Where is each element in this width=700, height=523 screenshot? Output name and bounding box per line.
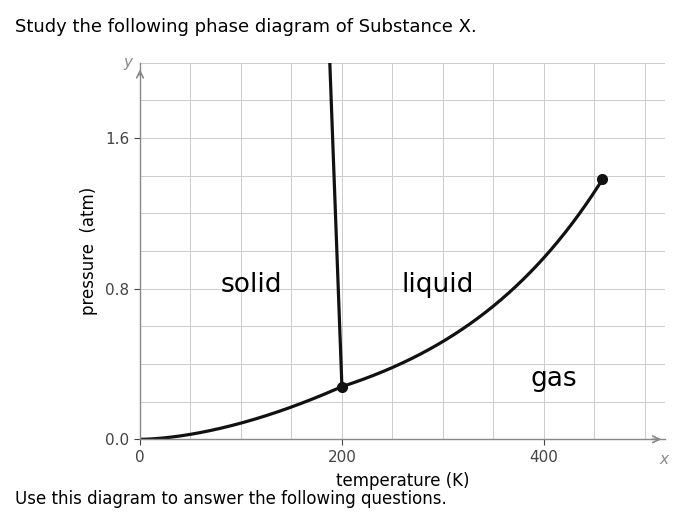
Text: liquid: liquid [402, 272, 474, 298]
Text: Study the following phase diagram of Substance X.: Study the following phase diagram of Sub… [15, 18, 477, 36]
Text: x: x [659, 452, 668, 468]
Text: Use this diagram to answer the following questions.: Use this diagram to answer the following… [15, 491, 447, 508]
Text: y: y [123, 55, 132, 70]
X-axis label: temperature (K): temperature (K) [336, 472, 469, 490]
Y-axis label: pressure  (atm): pressure (atm) [80, 187, 99, 315]
Text: solid: solid [220, 272, 282, 298]
Text: gas: gas [531, 366, 578, 392]
